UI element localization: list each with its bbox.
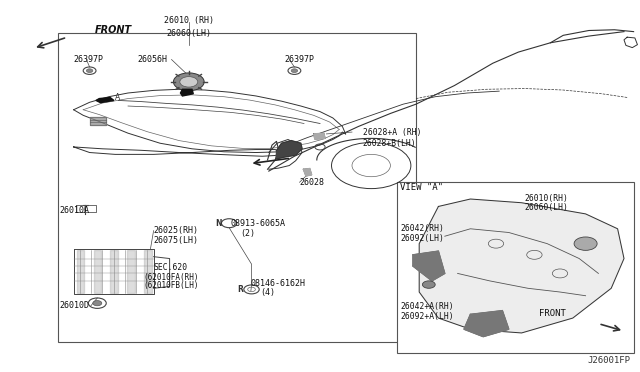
Circle shape [86,69,93,73]
Text: FRONT: FRONT [539,309,566,318]
Text: 26025(RH): 26025(RH) [154,226,198,235]
Text: 26010A: 26010A [60,206,90,215]
Text: (62010FA(RH): (62010FA(RH) [143,273,199,282]
Text: 26056H: 26056H [138,55,168,64]
Text: FRONT: FRONT [95,25,132,35]
Text: 26028: 26028 [300,178,324,187]
Circle shape [173,73,204,91]
Text: 26092+A(LH): 26092+A(LH) [400,312,454,321]
Text: 26060(LH): 26060(LH) [166,29,211,38]
Circle shape [574,237,597,250]
Text: 26028+A (RH): 26028+A (RH) [363,128,421,137]
Bar [397,182,634,353]
Polygon shape [419,199,624,333]
Text: 26397P: 26397P [74,55,104,64]
Text: (62010FB(LH): (62010FB(LH) [143,281,199,290]
Polygon shape [93,250,101,293]
Text: (2): (2) [240,229,255,238]
Text: (4): (4) [260,288,275,297]
Text: N: N [215,219,221,228]
Text: 26075(LH): 26075(LH) [154,236,198,245]
Polygon shape [77,250,84,293]
Text: 26060(LH): 26060(LH) [525,203,569,212]
Text: 08913-6065A: 08913-6065A [230,219,285,228]
Text: 26010 (RH): 26010 (RH) [164,16,214,25]
Polygon shape [90,117,106,125]
Text: 26042(RH): 26042(RH) [400,224,444,233]
Polygon shape [464,311,509,337]
Text: J26001FP: J26001FP [588,356,630,365]
Polygon shape [314,133,325,139]
Polygon shape [413,251,445,281]
Text: 26397P: 26397P [285,55,315,64]
Bar [58,33,416,342]
Text: 08146-6162H: 08146-6162H [251,279,306,288]
Text: 26042+A(RH): 26042+A(RH) [400,302,454,311]
Circle shape [422,281,435,288]
Polygon shape [96,97,114,103]
Circle shape [180,77,198,87]
Polygon shape [303,169,312,176]
Text: 26092(LH): 26092(LH) [400,234,444,243]
Polygon shape [110,250,118,293]
Text: A: A [115,93,120,102]
Text: SEC.620: SEC.620 [154,263,188,272]
Text: VIEW "A": VIEW "A" [400,183,443,192]
Polygon shape [180,89,193,96]
Polygon shape [276,141,302,159]
Text: R: R [237,285,243,294]
Circle shape [291,69,298,73]
Text: 26010(RH): 26010(RH) [525,194,569,203]
Text: 26028+B(LH): 26028+B(LH) [363,139,417,148]
Polygon shape [144,250,152,293]
Polygon shape [127,250,135,293]
Circle shape [93,301,102,306]
Text: 26010D: 26010D [60,301,90,310]
